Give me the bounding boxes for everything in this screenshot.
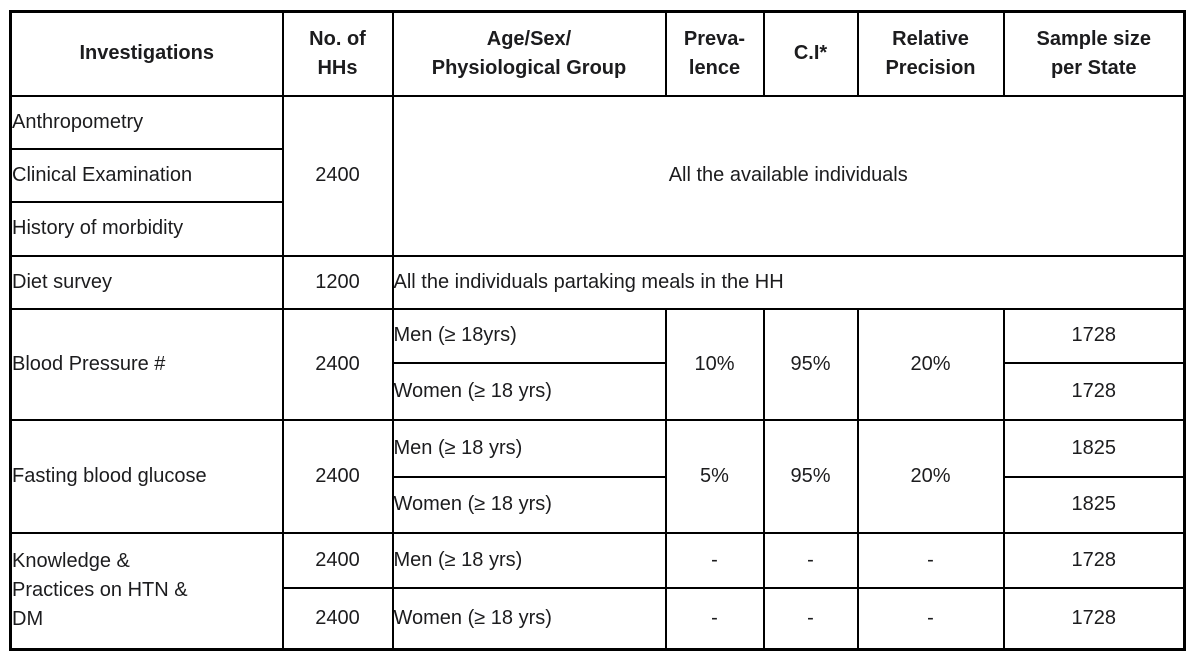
- col-header-age-sex-group: Age/Sex/ Physiological Group: [391, 10, 667, 97]
- cell-ci-knowledge-women: -: [762, 586, 859, 651]
- cell-group-knowledge-men: Men (≥ 18 yrs): [391, 531, 667, 589]
- cell-investigation-fasting-glucose: Fasting blood glucose: [9, 418, 284, 534]
- cell-relative-precision-bp: 20%: [856, 307, 1005, 421]
- cell-group-bp-women: Women (≥ 18 yrs): [391, 361, 667, 421]
- cell-sample-knowledge-men: 1728: [1002, 531, 1186, 589]
- cell-hhs-anthro-group: 2400: [281, 94, 394, 257]
- cell-group-note-diet: All the individuals partaking meals in t…: [391, 254, 1186, 310]
- cell-prevalence-bp: 10%: [664, 307, 765, 421]
- cell-group-fbg-men: Men (≥ 18 yrs): [391, 418, 667, 478]
- cell-sample-knowledge-women: 1728: [1002, 586, 1186, 651]
- row-fasting-glucose-men: Fasting blood glucose 2400 Men (≥ 18 yrs…: [9, 418, 1186, 534]
- row-knowledge-men: Knowledge & Practices on HTN & DM 2400 M…: [9, 531, 1186, 651]
- cell-group-note-anthro: All the available individuals: [391, 94, 1186, 257]
- row-anthropometry: Anthropometry 2400 All the available ind…: [9, 94, 1186, 257]
- cell-hhs-blood-pressure: 2400: [281, 307, 394, 421]
- cell-relative-precision-fbg: 20%: [856, 418, 1005, 534]
- col-header-prevalence: Preva- lence: [664, 10, 765, 97]
- cell-investigation-history: History of morbidity: [9, 200, 284, 257]
- cell-group-knowledge-women: Women (≥ 18 yrs): [391, 586, 667, 651]
- cell-investigation-diet: Diet survey: [9, 254, 284, 310]
- col-header-sample-size: Sample size per State: [1002, 10, 1186, 97]
- col-header-relative-precision: Relative Precision: [856, 10, 1005, 97]
- cell-hhs-diet: 1200: [281, 254, 394, 310]
- row-diet-survey: Diet survey 1200 All the individuals par…: [9, 254, 1186, 310]
- row-fasting-glucose-women: Women (≥ 18 yrs) 1825: [11, 475, 1186, 534]
- cell-prevalence-knowledge-men: -: [664, 531, 765, 589]
- header-row: Investigations No. of HHs Age/Sex/ Physi…: [9, 10, 1186, 97]
- row-clinical-examination: Clinical Examination: [9, 147, 1185, 203]
- row-knowledge-women: 2400 Women (≥ 18 yrs) - - - 1728: [11, 586, 1186, 651]
- cell-prevalence-knowledge-women: -: [664, 586, 765, 651]
- cell-prevalence-fbg: 5%: [664, 418, 765, 534]
- cell-group-fbg-women: Women (≥ 18 yrs): [391, 475, 667, 534]
- col-header-no-of-hhs: No. of HHs: [281, 10, 394, 97]
- sampling-plan-table: Investigations No. of HHs Age/Sex/ Physi…: [9, 10, 1186, 651]
- cell-sample-bp-women: 1728: [1002, 361, 1186, 421]
- cell-group-bp-men: Men (≥ 18yrs): [391, 307, 667, 364]
- cell-investigation-knowledge: Knowledge & Practices on HTN & DM: [9, 531, 284, 651]
- cell-investigation-clinical: Clinical Examination: [9, 147, 284, 203]
- col-header-investigations: Investigations: [9, 10, 284, 97]
- cell-hhs-knowledge-women: 2400: [281, 586, 394, 651]
- cell-ci-fbg: 95%: [762, 418, 859, 534]
- cell-investigation-anthropometry: Anthropometry: [9, 94, 284, 150]
- cell-ci-bp: 95%: [762, 307, 859, 421]
- cell-investigation-blood-pressure: Blood Pressure #: [9, 307, 284, 421]
- cell-sample-bp-men: 1728: [1002, 307, 1186, 364]
- cell-ci-knowledge-men: -: [762, 531, 859, 589]
- cell-sample-fbg-women: 1825: [1002, 475, 1186, 534]
- cell-sample-fbg-men: 1825: [1002, 418, 1186, 478]
- row-history-of-morbidity: History of morbidity: [9, 200, 1185, 257]
- col-header-ci: C.I*: [762, 10, 859, 97]
- cell-hhs-knowledge-men: 2400: [281, 531, 394, 589]
- cell-relative-precision-knowledge-men: -: [856, 531, 1005, 589]
- row-blood-pressure-women: Women (≥ 18 yrs) 1728: [11, 361, 1186, 421]
- cell-relative-precision-knowledge-women: -: [856, 586, 1005, 651]
- row-blood-pressure-men: Blood Pressure # 2400 Men (≥ 18yrs) 10% …: [9, 307, 1186, 421]
- cell-hhs-fasting-glucose: 2400: [281, 418, 394, 534]
